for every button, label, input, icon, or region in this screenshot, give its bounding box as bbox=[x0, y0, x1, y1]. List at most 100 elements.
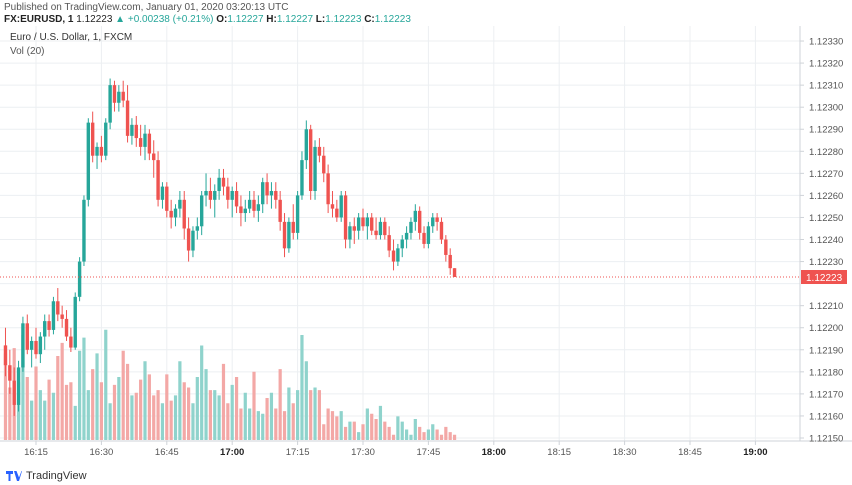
candle-body bbox=[208, 190, 213, 200]
volume-bar bbox=[187, 387, 191, 440]
volume-bar bbox=[173, 395, 178, 440]
candle-body bbox=[3, 345, 8, 366]
volume-bar bbox=[156, 390, 160, 440]
close-value: 1.12223 bbox=[374, 14, 411, 25]
volume-bar bbox=[291, 403, 295, 440]
candle-body bbox=[278, 199, 282, 222]
y-tick-label: 1.12300 bbox=[809, 103, 843, 114]
volume-bar bbox=[374, 419, 378, 440]
candle-body bbox=[143, 133, 147, 147]
volume-bar bbox=[21, 335, 25, 440]
x-tick-label: 19:00 bbox=[743, 447, 767, 458]
candle-body bbox=[239, 206, 243, 214]
volume-bar bbox=[300, 335, 304, 440]
candle-body bbox=[147, 133, 152, 154]
volume-bar bbox=[309, 390, 313, 440]
candle-body bbox=[409, 221, 413, 233]
candle-body bbox=[138, 138, 143, 147]
y-tick-label: 1.12190 bbox=[809, 345, 843, 356]
candle-body bbox=[396, 248, 400, 262]
candle-body bbox=[256, 204, 261, 211]
open-label: O: bbox=[216, 14, 228, 25]
candle-body bbox=[160, 186, 165, 200]
candle-body bbox=[387, 235, 391, 251]
candle-body bbox=[226, 186, 230, 200]
volume-bar bbox=[56, 356, 60, 440]
volume-bar bbox=[64, 384, 69, 440]
volume-bar bbox=[322, 424, 326, 440]
brand-name: TradingView bbox=[26, 470, 87, 482]
volume-bar bbox=[413, 419, 417, 440]
candle-body bbox=[335, 208, 339, 218]
last-price-label: 1.12223 bbox=[806, 273, 843, 284]
y-tick-label: 1.12330 bbox=[809, 37, 843, 48]
candle-body bbox=[413, 210, 418, 222]
volume-bar bbox=[78, 350, 82, 440]
candle-body bbox=[304, 129, 309, 161]
candle-body bbox=[25, 323, 29, 350]
y-tick-label: 1.12260 bbox=[809, 191, 843, 202]
volume-bar bbox=[139, 379, 143, 440]
candle-body bbox=[69, 336, 73, 348]
candle-body bbox=[112, 85, 117, 103]
volume-bar bbox=[304, 361, 308, 440]
volume-bar bbox=[86, 390, 90, 440]
volume-bar bbox=[343, 426, 348, 440]
candle-body bbox=[426, 226, 431, 244]
candle-body bbox=[38, 336, 43, 355]
candle-body bbox=[352, 226, 356, 231]
candle-body bbox=[51, 301, 56, 330]
volume-bar bbox=[73, 405, 77, 440]
volume-bar bbox=[182, 382, 186, 440]
candle-body bbox=[117, 91, 121, 103]
y-tick-label: 1.12180 bbox=[809, 367, 843, 378]
volume-bar bbox=[195, 377, 199, 440]
volume-bar bbox=[348, 421, 352, 440]
x-tick-label: 17:15 bbox=[286, 447, 310, 458]
y-tick-label: 1.12250 bbox=[809, 213, 843, 224]
volume-bar bbox=[60, 342, 64, 440]
candle-body bbox=[156, 160, 160, 200]
candle-body bbox=[444, 239, 448, 255]
volume-bar bbox=[243, 392, 247, 440]
candle-body bbox=[169, 210, 173, 218]
candle-body bbox=[308, 129, 313, 191]
tradingview-brand[interactable]: TradingView bbox=[6, 470, 87, 482]
volume-bar bbox=[130, 395, 134, 440]
candle-body bbox=[378, 221, 383, 236]
volume-bar bbox=[339, 411, 343, 440]
x-tick-label: 17:45 bbox=[417, 447, 441, 458]
y-tick-label: 1.12280 bbox=[809, 147, 843, 158]
volume-bar bbox=[3, 353, 8, 440]
volume-bar bbox=[69, 382, 73, 440]
ticker-line: FX:EURUSD, 1 1.12223 ▲ +0.00238 (+0.21%)… bbox=[4, 14, 411, 25]
y-tick-label: 1.12230 bbox=[809, 257, 843, 268]
candle-body bbox=[326, 173, 330, 205]
candle-body bbox=[217, 177, 221, 191]
candle-body bbox=[43, 321, 47, 337]
volume-bar bbox=[221, 363, 226, 440]
high-label: H: bbox=[266, 14, 277, 25]
candle-body bbox=[221, 177, 226, 187]
volume-bar bbox=[47, 379, 51, 440]
volume-bar bbox=[178, 361, 182, 440]
candle-body bbox=[173, 208, 178, 218]
candle-body bbox=[108, 85, 112, 123]
candle-body bbox=[274, 190, 278, 200]
y-tick-label: 1.12310 bbox=[809, 81, 843, 92]
candle-body bbox=[178, 199, 182, 209]
y-tick-label: 1.12160 bbox=[809, 411, 843, 422]
candle-body bbox=[370, 217, 374, 231]
candle-body bbox=[213, 190, 217, 200]
candle-body bbox=[361, 217, 365, 227]
y-tick-label: 1.12150 bbox=[809, 434, 843, 445]
last-price: 1.12223 bbox=[76, 14, 113, 25]
candle-body bbox=[29, 340, 34, 350]
volume-bar bbox=[431, 424, 435, 440]
candle-body bbox=[21, 323, 25, 368]
volume-bar bbox=[117, 377, 121, 440]
volume-bar bbox=[169, 400, 173, 440]
volume-bar bbox=[82, 337, 86, 440]
candle-body bbox=[252, 199, 256, 211]
price-chart[interactable]: 1.12223 1.12330 1.12320 1.12310 1.12300 1.122… bbox=[0, 26, 852, 466]
